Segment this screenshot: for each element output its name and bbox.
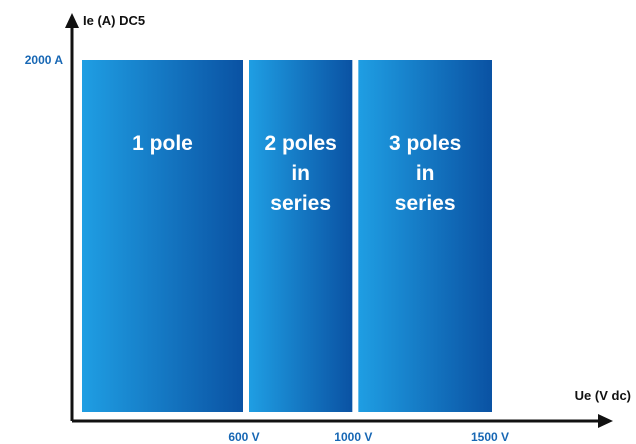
bar-segment-2 [249,60,353,412]
bar-segment-1 [82,60,243,412]
ticks-layer: 600 V 1000 V 1500 V 2000 A [25,53,509,444]
axes [65,13,613,428]
bar-label-line: 3 poles [389,132,461,155]
x-axis-arrow [598,414,613,428]
bar-label-line: 2 poles [264,132,336,155]
y-axis-title: Ie (A) DC5 [83,13,145,28]
y-tick-label: 2000 A [25,53,64,67]
x-tick-label: 1000 V [334,430,372,444]
bar-label-1: 1 pole [132,132,193,155]
bar-label-line: in [291,162,310,185]
bar-label-2: 2 poles in series [264,132,336,215]
bar-label-line: in [416,162,435,185]
bar-label-line: series [395,192,456,215]
bar-label-line: 1 pole [132,132,193,155]
bar-label-3: 3 poles in series [389,132,461,215]
x-tick-label: 1500 V [471,430,509,444]
x-tick-label: 600 V [228,430,259,444]
bar-label-line: series [270,192,331,215]
y-axis-arrow [65,13,79,28]
x-axis-title: Ue (V dc) [575,388,631,403]
bar-segment-3 [358,60,492,412]
bars-layer [82,60,492,412]
labels-layer: 1 pole 2 poles in series 3 poles in series [132,132,461,215]
